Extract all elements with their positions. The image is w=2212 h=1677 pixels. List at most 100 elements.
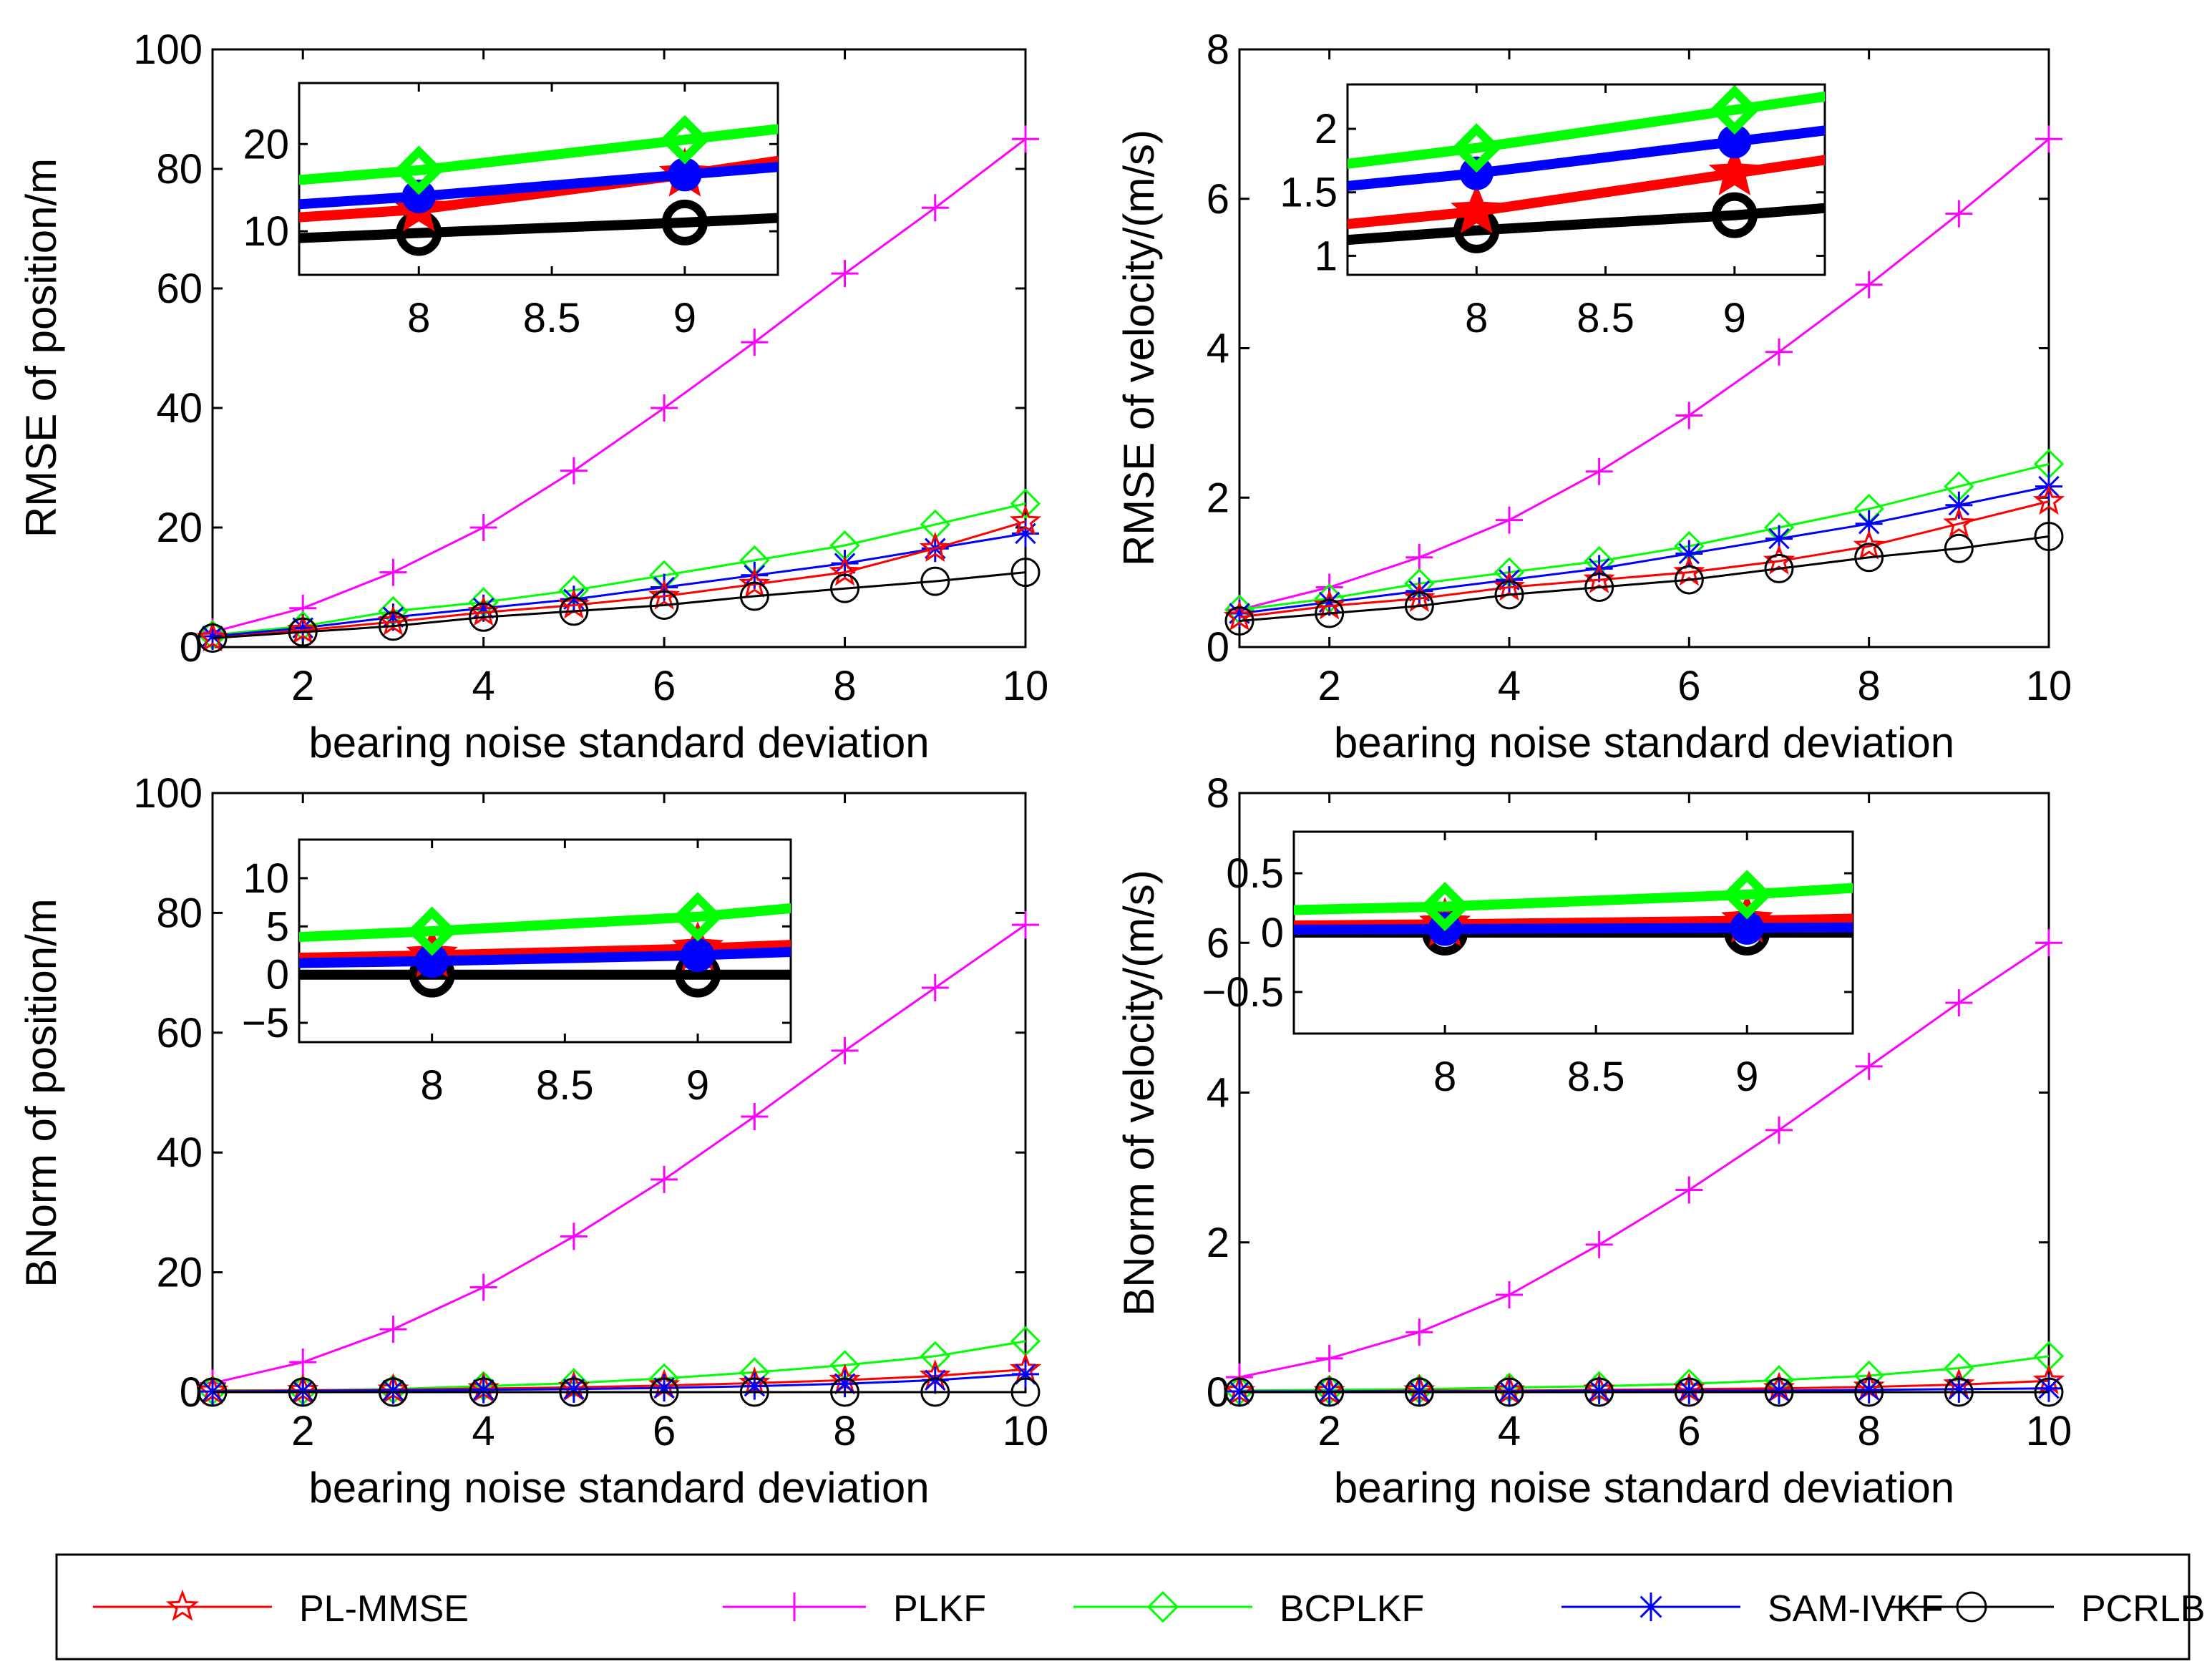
sam-marker <box>1945 491 1973 519</box>
bcplkf-inset-line <box>299 124 778 185</box>
sam-marker <box>1765 1376 1793 1404</box>
plkf-marker <box>921 974 949 1002</box>
x-tick-label: 2 <box>1318 1408 1341 1454</box>
bcplkf-inset-marker <box>394 145 444 195</box>
pcrlb-marker <box>1494 1377 1524 1407</box>
pcrlb-marker <box>920 566 950 596</box>
sam-marker <box>1765 525 1793 553</box>
x-axis-label: bearing noise standard deviation <box>308 1464 929 1512</box>
pcrlb-marker <box>2034 1377 2064 1407</box>
bcplkf-inset-line <box>299 903 791 943</box>
legend-item-sam: SAM-IVKF <box>1561 1588 1944 1630</box>
pcrlb-marker <box>1494 580 1524 610</box>
x-tick-label: 4 <box>1498 663 1521 709</box>
plmmse-inset-marker <box>1708 146 1760 195</box>
x-tick-label: 4 <box>472 1408 495 1454</box>
pcrlb-marker <box>2034 522 2064 552</box>
x-tick-label: 8 <box>1858 1408 1881 1454</box>
sam-marker <box>469 1376 497 1404</box>
pcrlb-inset-marker <box>661 199 708 246</box>
pcrlb-marker <box>469 602 499 632</box>
inset-series <box>299 115 778 256</box>
plmmse-marker <box>1009 505 1042 535</box>
plkf-line <box>212 923 1026 1384</box>
plkf-marker <box>560 457 588 485</box>
y-axis-label: RMSE of velocity/(m/s) <box>1115 130 1163 566</box>
sam-marker <box>560 1375 588 1403</box>
plmmse-marker <box>829 555 861 586</box>
plmmse-inset-line <box>299 940 791 963</box>
sam-inset-line <box>299 946 791 968</box>
plkf-marker <box>1585 457 1613 485</box>
plmmse-marker <box>1673 555 1705 586</box>
x-tick-label: 10 <box>1003 1408 1049 1454</box>
pcrlb-marker <box>378 1377 408 1407</box>
plmmse-marker <box>1493 570 1526 601</box>
y-tick-label: 2 <box>1207 475 1229 521</box>
sam-marker <box>921 1366 949 1394</box>
pcrlb-marker <box>1224 1377 1254 1407</box>
sam-inset-marker <box>681 938 715 973</box>
plmmse-line <box>1239 500 2050 618</box>
pcrlb-series <box>198 558 1041 653</box>
sam-marker <box>289 1377 317 1405</box>
x-tick-label: 6 <box>653 663 676 709</box>
inset-y-tick-label: 1 <box>1315 233 1338 279</box>
y-tick-label: 8 <box>1207 26 1229 73</box>
plkf-marker <box>560 1222 588 1250</box>
pcrlb-marker <box>739 1377 769 1407</box>
pcrlb-marker <box>559 596 589 626</box>
sam-marker <box>1012 1360 1039 1388</box>
inset-y-tick-label: 1.5 <box>1280 170 1338 216</box>
y-tick-label: 20 <box>156 1250 203 1296</box>
pcrlb-marker <box>1010 558 1041 588</box>
plmmse-marker <box>1313 589 1345 620</box>
y-tick-label: 2 <box>1207 1220 1229 1266</box>
plmmse-marker <box>1853 529 1885 560</box>
plkf-marker <box>2035 125 2062 153</box>
plkf-marker <box>1405 1318 1433 1346</box>
y-tick-label: 0 <box>1207 624 1229 671</box>
legend-item-pcrlb: PCRLB <box>1889 1588 2205 1630</box>
sam-marker <box>1675 540 1703 568</box>
bcplkf-line <box>212 502 1026 636</box>
y-axis-label: BNorm of position/m <box>17 898 65 1288</box>
pcrlb-marker <box>1224 606 1254 636</box>
plkf-marker <box>469 514 497 541</box>
bcplkf-marker <box>1010 488 1041 519</box>
plkf-marker <box>1496 1280 1523 1308</box>
plkf-marker <box>1585 1230 1613 1258</box>
pcrlb-marker <box>1764 553 1794 583</box>
bcplkf-inset-marker <box>1722 870 1772 920</box>
plkf-series <box>199 125 1039 646</box>
plmmse-marker <box>648 579 681 610</box>
y-tick-label: 8 <box>1207 770 1229 817</box>
sam-marker <box>560 585 588 613</box>
sam-marker <box>289 614 317 642</box>
y-tick-label: 100 <box>133 26 203 73</box>
bcplkf-inset-marker <box>407 906 457 956</box>
bcplkf-inset-marker <box>1710 84 1760 135</box>
legend: PL-MMSE PLKF BCPLKF SAM-IVKF PCRLB <box>55 1553 2205 1661</box>
inset-y-tick-label: 10 <box>243 855 289 902</box>
x-tick-label: 4 <box>472 663 495 709</box>
inset-zoom: 8 8.5 9 −0.5 0 0.5 <box>1202 830 1854 1100</box>
plkf-line <box>1239 138 2050 611</box>
pcrlb-marker <box>1854 543 1884 573</box>
inset-x-tick-label: 8 <box>407 295 430 341</box>
pcrlb-marker <box>649 590 679 621</box>
plmmse-line <box>212 520 1026 639</box>
y-tick-label: 0 <box>180 624 203 671</box>
plmmse-marker <box>1583 563 1615 593</box>
y-tick-label: 40 <box>156 1129 203 1176</box>
sam-marker <box>831 1370 859 1398</box>
inset-zoom: 8 8.5 9 1 1.5 2 <box>1280 83 1826 341</box>
inset-y-tick-label: 2 <box>1315 106 1338 152</box>
x-tick-label: 2 <box>291 663 314 709</box>
plkf-line <box>212 138 1026 633</box>
legend-marker-bcplkf <box>1146 1590 1179 1623</box>
legend-label: PLKF <box>893 1588 986 1630</box>
sam-line <box>1239 485 2050 615</box>
